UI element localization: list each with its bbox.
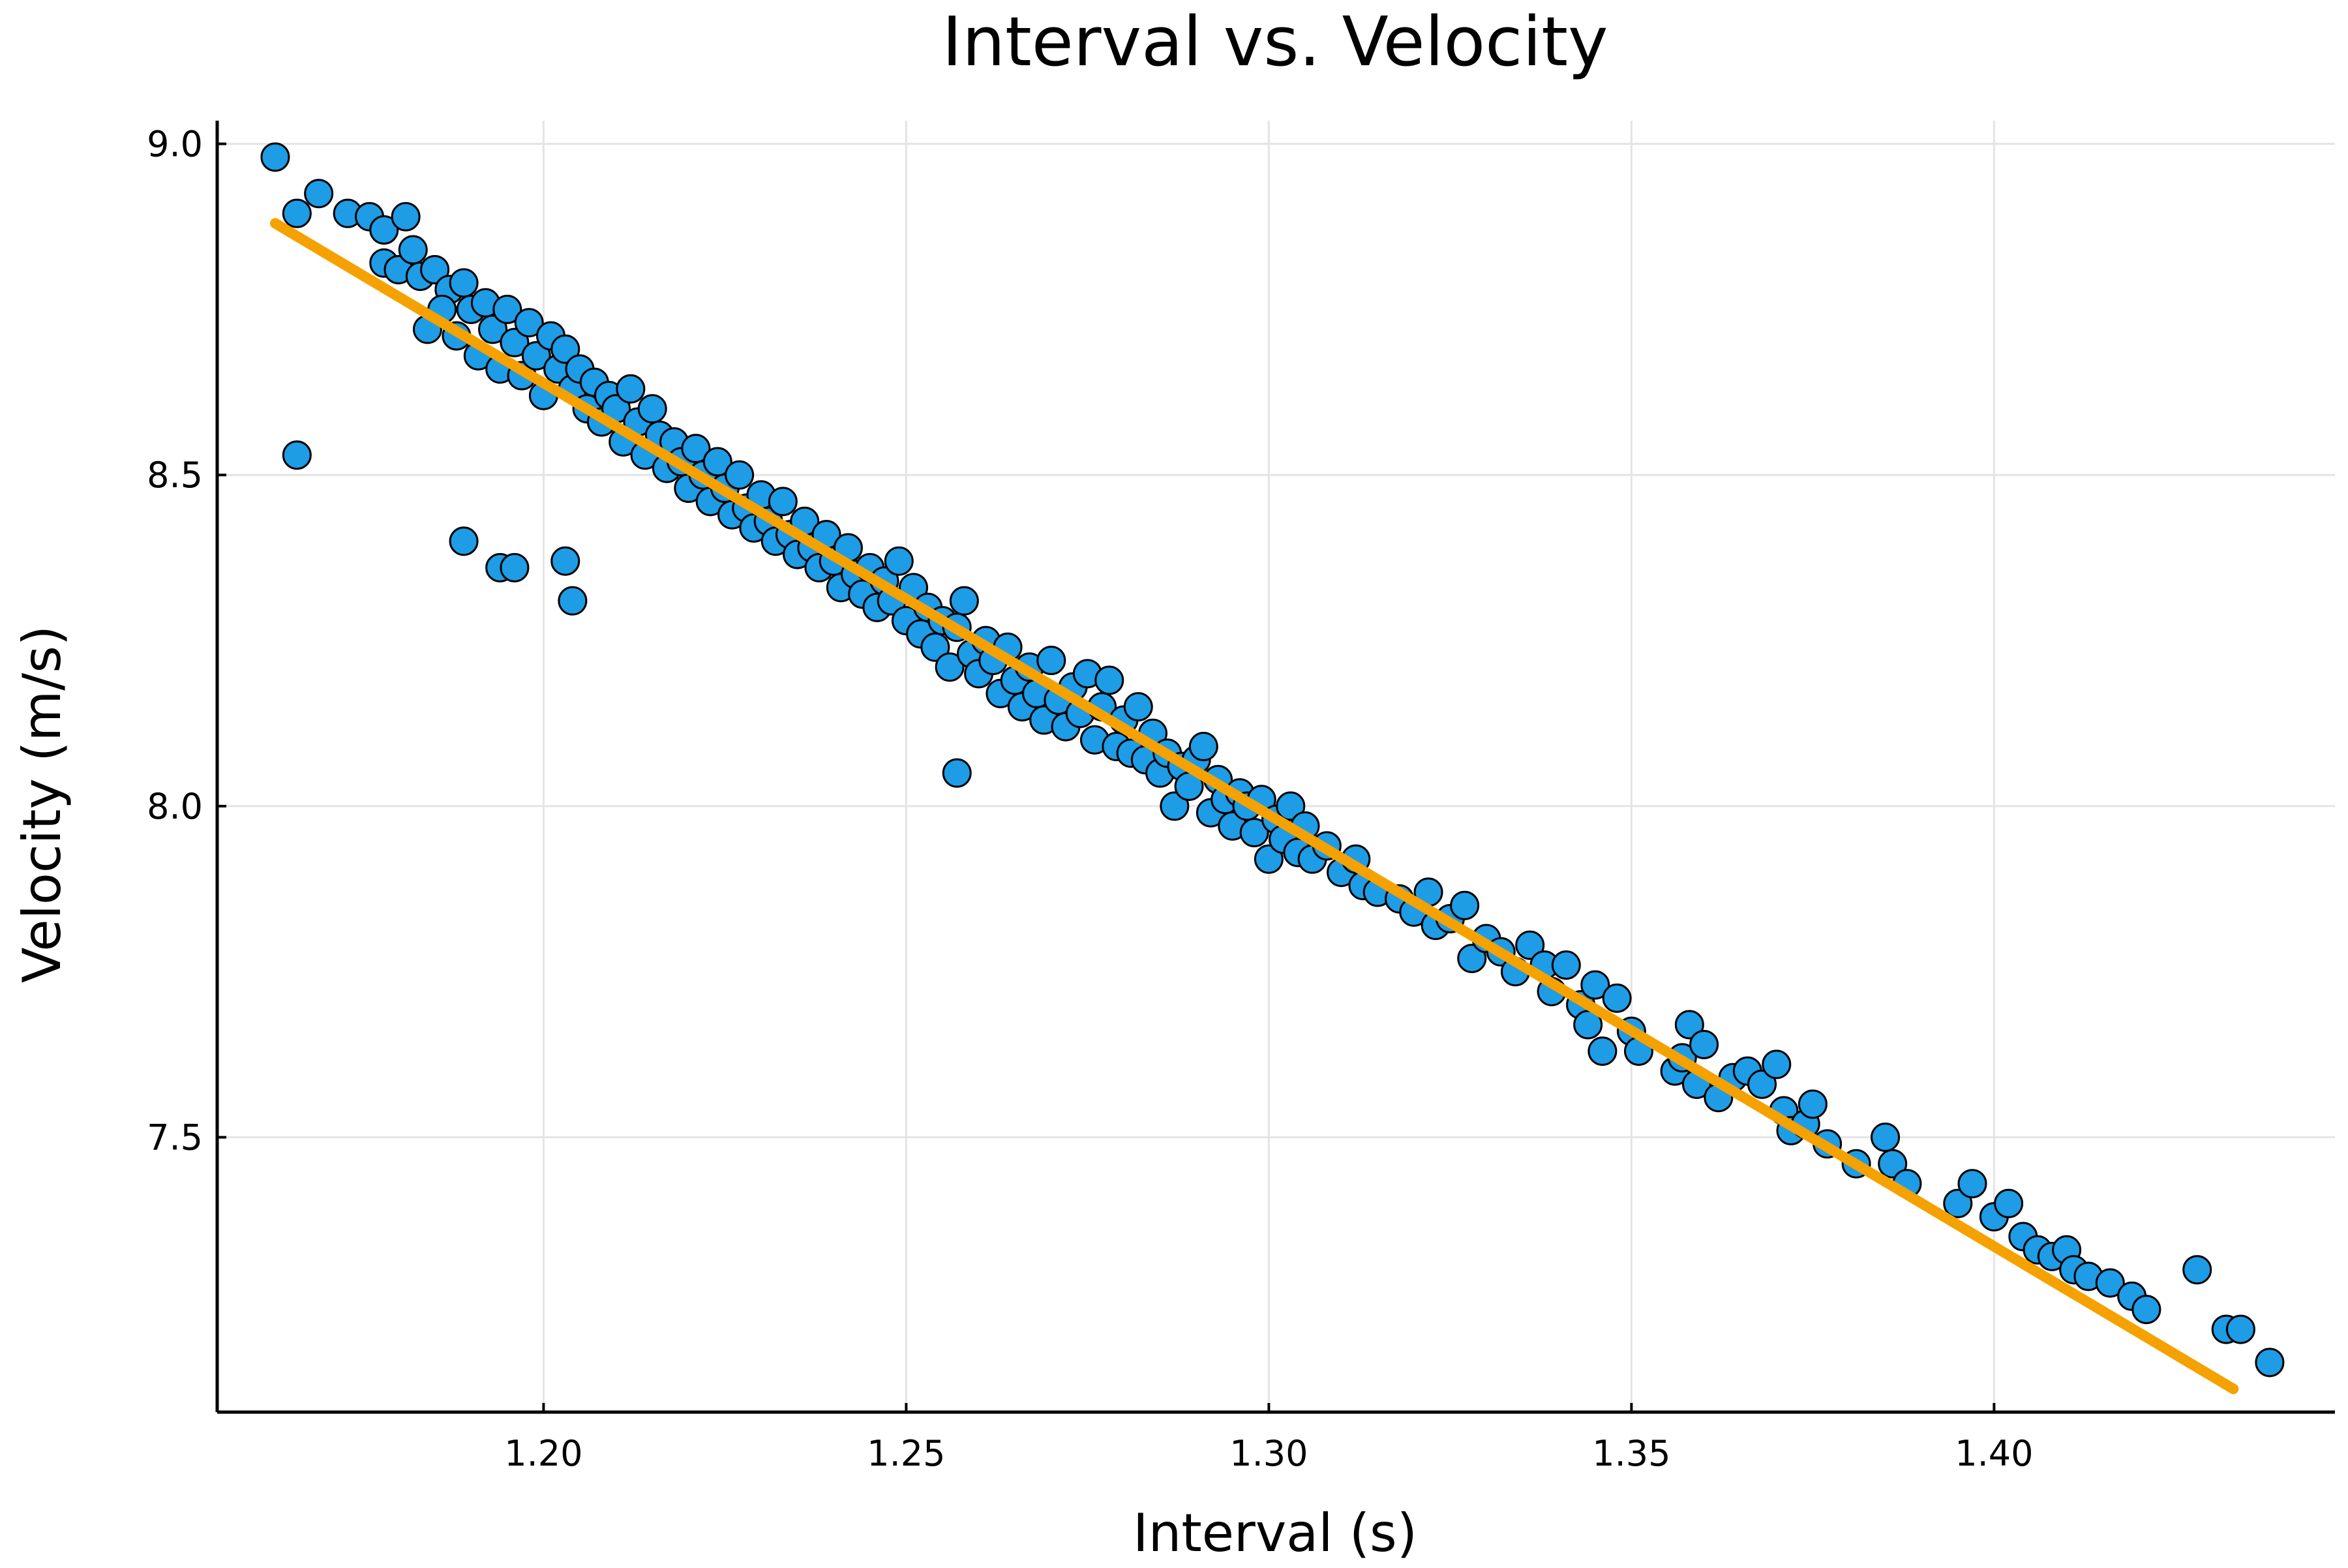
plot-data bbox=[260, 142, 2285, 1395]
scatter-point bbox=[1036, 646, 1066, 676]
x-axis-label: Interval (s) bbox=[1133, 1503, 1417, 1563]
scatter-point bbox=[1551, 950, 1581, 980]
scatter-point bbox=[558, 586, 588, 616]
scatter-point bbox=[1957, 1169, 1987, 1199]
x-tick-label: 1.40 bbox=[1955, 1433, 2033, 1474]
scatter-point bbox=[449, 268, 479, 298]
scatter-point bbox=[1254, 844, 1284, 874]
y-axis-label: Velocity (m/s) bbox=[12, 626, 72, 983]
scatter-point bbox=[1674, 1010, 1704, 1040]
scatter-point bbox=[282, 440, 312, 470]
scatter-point bbox=[550, 334, 580, 364]
scatter-point bbox=[492, 294, 522, 324]
scatter-point bbox=[681, 434, 711, 464]
scatter-point bbox=[1747, 1069, 1777, 1099]
scatter-point bbox=[1878, 1149, 1908, 1179]
scatter-point bbox=[1239, 818, 1269, 848]
chart-title: Interval vs. Velocity bbox=[942, 2, 1608, 82]
scatter-point bbox=[1188, 732, 1218, 762]
scatter-point bbox=[1871, 1123, 1901, 1153]
scatter-point bbox=[260, 142, 290, 172]
scatter-point bbox=[1994, 1188, 2024, 1218]
scatter-point bbox=[1602, 983, 1632, 1013]
scatter-point bbox=[1515, 930, 1545, 960]
scatter-point bbox=[1573, 1010, 1603, 1040]
x-tick-label: 1.30 bbox=[1229, 1433, 1308, 1474]
scatter-point bbox=[949, 586, 979, 616]
axes: 1.20 1.25 1.30 1.35 1.40 7.5 8.0 8.5 9.0 bbox=[147, 121, 2335, 1474]
scatter-point bbox=[702, 447, 732, 477]
scatter-point bbox=[369, 215, 399, 245]
scatter-point bbox=[1094, 665, 1124, 695]
scatter-point bbox=[2255, 1348, 2285, 1378]
scatter-point bbox=[398, 235, 428, 265]
scatter-point bbox=[1689, 1029, 1719, 1059]
scatter-point bbox=[768, 487, 798, 517]
scatter-point bbox=[1588, 1036, 1618, 1066]
fit-line bbox=[269, 218, 2239, 1395]
scatter-point bbox=[1943, 1188, 1973, 1218]
scatter-point bbox=[1580, 970, 1610, 1000]
scatter-point bbox=[1276, 791, 1306, 821]
scatter-point bbox=[637, 394, 667, 424]
scatter-point bbox=[1798, 1089, 1828, 1119]
scatter-point bbox=[2095, 1268, 2125, 1298]
scatter-point bbox=[2182, 1255, 2212, 1285]
scatter-point bbox=[616, 374, 646, 404]
scatter-point bbox=[1457, 943, 1487, 973]
scatter-point bbox=[391, 202, 421, 232]
x-tick-label: 1.20 bbox=[504, 1433, 582, 1474]
scatter-point bbox=[2131, 1295, 2161, 1325]
scatter-point bbox=[420, 254, 450, 284]
y-tick-label: 8.5 bbox=[147, 455, 203, 496]
scatter-point bbox=[2225, 1314, 2255, 1344]
scatter-point bbox=[920, 632, 950, 662]
y-tick-label: 8.0 bbox=[147, 786, 203, 827]
scatter-point bbox=[521, 340, 551, 370]
x-tick-label: 1.35 bbox=[1592, 1433, 1670, 1474]
y-tick-label: 9.0 bbox=[147, 124, 203, 165]
scatter-point bbox=[1160, 791, 1190, 821]
scatter-point bbox=[282, 198, 312, 228]
scatter-point bbox=[500, 327, 530, 357]
scatter-point bbox=[514, 308, 544, 338]
scatter-point bbox=[478, 314, 508, 344]
scatter-point bbox=[1123, 692, 1153, 722]
scatter-point bbox=[935, 652, 965, 682]
scatter-point bbox=[725, 460, 755, 490]
scatter-point bbox=[884, 546, 914, 576]
scatter-point bbox=[449, 526, 479, 556]
scatter-point bbox=[1450, 890, 1480, 920]
y-tick-label: 7.5 bbox=[147, 1117, 203, 1158]
scatter-point bbox=[304, 179, 334, 209]
scatter-point bbox=[550, 546, 580, 576]
scatter-point bbox=[942, 758, 972, 788]
scatter-point bbox=[1762, 1049, 1792, 1079]
scatter-point bbox=[500, 552, 530, 582]
x-tick-label: 1.25 bbox=[867, 1433, 945, 1474]
